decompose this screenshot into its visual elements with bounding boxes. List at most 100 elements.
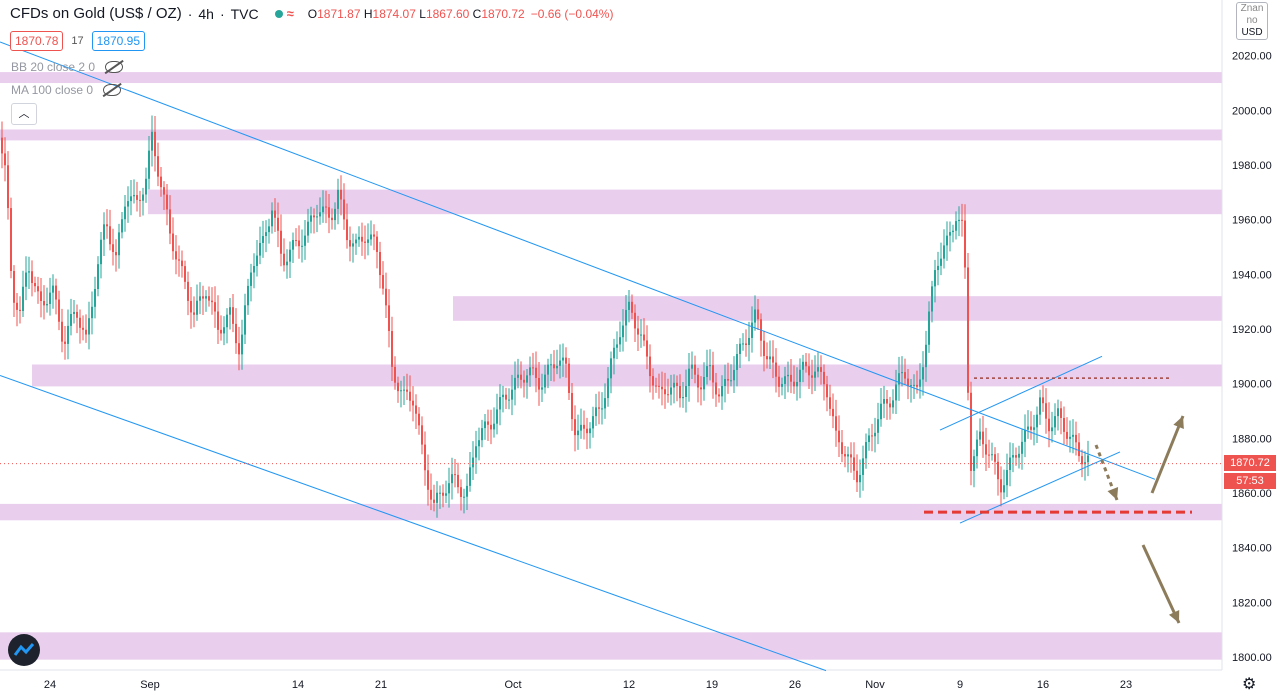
candle-body — [409, 391, 411, 401]
candle-body — [112, 244, 114, 253]
candle-body — [16, 302, 18, 310]
bid-ask-quotes: 1870.78 17 1870.95 — [10, 31, 146, 51]
candle-body — [232, 307, 234, 324]
candle-body — [736, 353, 738, 370]
resistance-zone — [32, 364, 1222, 387]
candle-body — [289, 249, 291, 262]
candle-body — [403, 389, 405, 391]
candle-body — [844, 454, 846, 457]
candle-body — [451, 474, 453, 484]
currency-selector[interactable]: Znan no USD — [1236, 2, 1268, 40]
candle-body — [430, 489, 432, 500]
candle-body — [637, 328, 639, 335]
candle-body — [361, 236, 363, 242]
candle-body — [10, 208, 12, 271]
arrow-down-head — [1168, 610, 1180, 623]
candle-body — [448, 483, 450, 494]
candle-body — [145, 178, 147, 195]
eye-crossed-icon[interactable] — [105, 61, 124, 73]
candle-body — [388, 305, 390, 332]
candle-body — [373, 234, 375, 237]
candle-body — [358, 236, 360, 240]
candle-body — [538, 377, 540, 390]
candle-body — [802, 361, 804, 370]
gear-icon[interactable]: ⚙ — [1242, 676, 1257, 693]
channel-upper-trendline[interactable] — [0, 41, 1156, 480]
candle-body — [682, 396, 684, 399]
tradingview-logo-icon[interactable] — [8, 634, 40, 666]
candle-body — [790, 374, 792, 382]
indicator-ma[interactable]: MA 100 close 0 — [11, 83, 122, 97]
candle-body — [424, 444, 426, 471]
candle-body — [919, 379, 921, 387]
candle-body — [634, 312, 636, 329]
x-tick-label: 23 — [1120, 679, 1132, 691]
candle-body — [1006, 470, 1008, 486]
candle-body — [256, 255, 258, 267]
candle-body — [595, 407, 597, 417]
close-value: 1870.72 — [481, 6, 525, 21]
candle-body — [166, 194, 168, 210]
arrow-up[interactable] — [1150, 415, 1185, 494]
candle-body — [58, 299, 60, 322]
sell-button[interactable]: 1870.78 — [10, 31, 64, 51]
chevron-up-icon[interactable]: ︿ — [11, 103, 37, 125]
bar-countdown-label: 57:53 — [1224, 473, 1276, 489]
candle-body — [880, 403, 882, 420]
candle-body — [343, 199, 345, 220]
candle-body — [382, 275, 384, 289]
buy-button[interactable]: 1870.95 — [91, 31, 146, 51]
market-status-icon[interactable] — [274, 9, 283, 18]
candle-body — [4, 153, 6, 166]
candle-body — [268, 226, 270, 233]
symbol-title[interactable]: CFDs on Gold (US$ / OZ) — [10, 5, 182, 22]
candle-body — [91, 306, 93, 319]
candle-body — [985, 444, 987, 455]
candle-body — [406, 389, 408, 392]
arrow-up-head — [1173, 416, 1184, 429]
candle-body — [1012, 455, 1014, 458]
indicator-bb[interactable]: BB 20 close 2 0 — [11, 60, 124, 74]
channel-lower-trendline[interactable] — [0, 374, 827, 672]
candle-body — [559, 360, 561, 366]
arrow-down[interactable] — [1141, 544, 1181, 624]
candle-body — [745, 343, 747, 346]
candle-body — [580, 424, 582, 431]
candle-body — [775, 362, 777, 377]
candle-body — [898, 373, 900, 385]
candle-body — [328, 207, 330, 218]
candle-body — [310, 215, 312, 222]
candle-body — [904, 372, 906, 379]
interval-label[interactable]: 4h — [198, 5, 214, 22]
candle-body — [193, 312, 195, 315]
candle-body — [814, 371, 816, 378]
candle-body — [835, 416, 837, 431]
candle-body — [502, 394, 504, 398]
candle-body — [196, 300, 198, 315]
candle-body — [820, 367, 822, 372]
candle-body — [130, 196, 132, 202]
y-tick-label: 2020.00 — [1232, 51, 1272, 63]
candle-body — [940, 258, 942, 266]
candle-body — [1045, 403, 1047, 419]
candle-body — [970, 392, 972, 471]
candle-body — [991, 454, 993, 456]
candle-body — [133, 195, 135, 197]
replay-wave-icon[interactable]: ≈ — [286, 6, 294, 21]
candle-body — [76, 311, 78, 318]
candle-body — [1021, 441, 1023, 454]
eye-crossed-icon[interactable] — [103, 84, 122, 96]
open-value: 1871.87 — [317, 6, 361, 21]
candle-body — [712, 365, 714, 383]
candle-body — [49, 292, 51, 304]
candle-body — [187, 281, 189, 301]
candle-body — [553, 364, 555, 369]
wedge-upper-line[interactable] — [939, 355, 1103, 431]
candle-body — [958, 219, 960, 222]
candle-body — [121, 219, 123, 233]
candle-body — [301, 245, 303, 247]
candle-body — [1081, 456, 1083, 465]
candle-body — [829, 397, 831, 409]
indicator-ma-label: MA 100 close 0 — [11, 83, 94, 97]
